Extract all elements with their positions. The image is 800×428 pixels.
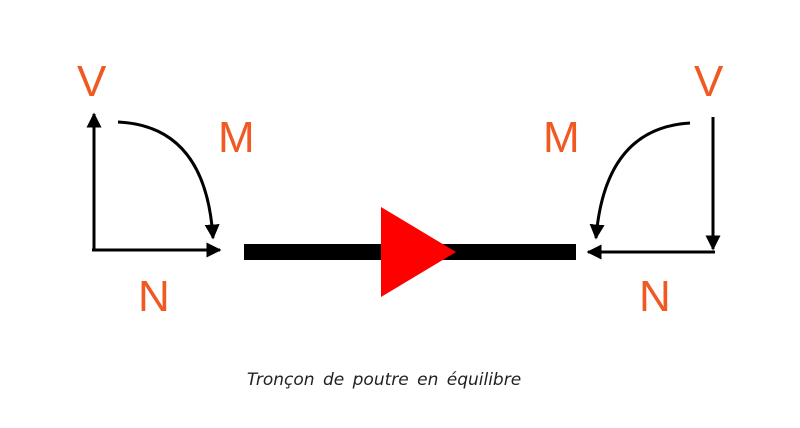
right-m-label: M	[543, 113, 580, 162]
left-force-system	[86, 112, 222, 258]
right-force-system	[586, 117, 721, 260]
right-n-label: N	[639, 272, 671, 321]
left-n-label: N	[138, 272, 170, 321]
direction-triangle	[381, 207, 456, 297]
left-m-arrow	[117, 120, 220, 240]
right-v-label: V	[694, 57, 724, 106]
right-m-arrow	[589, 121, 691, 240]
diagram-caption: Tronçon de poutre en équilibre	[246, 370, 522, 390]
left-v-label: V	[77, 57, 107, 106]
left-m-label: M	[218, 113, 255, 162]
